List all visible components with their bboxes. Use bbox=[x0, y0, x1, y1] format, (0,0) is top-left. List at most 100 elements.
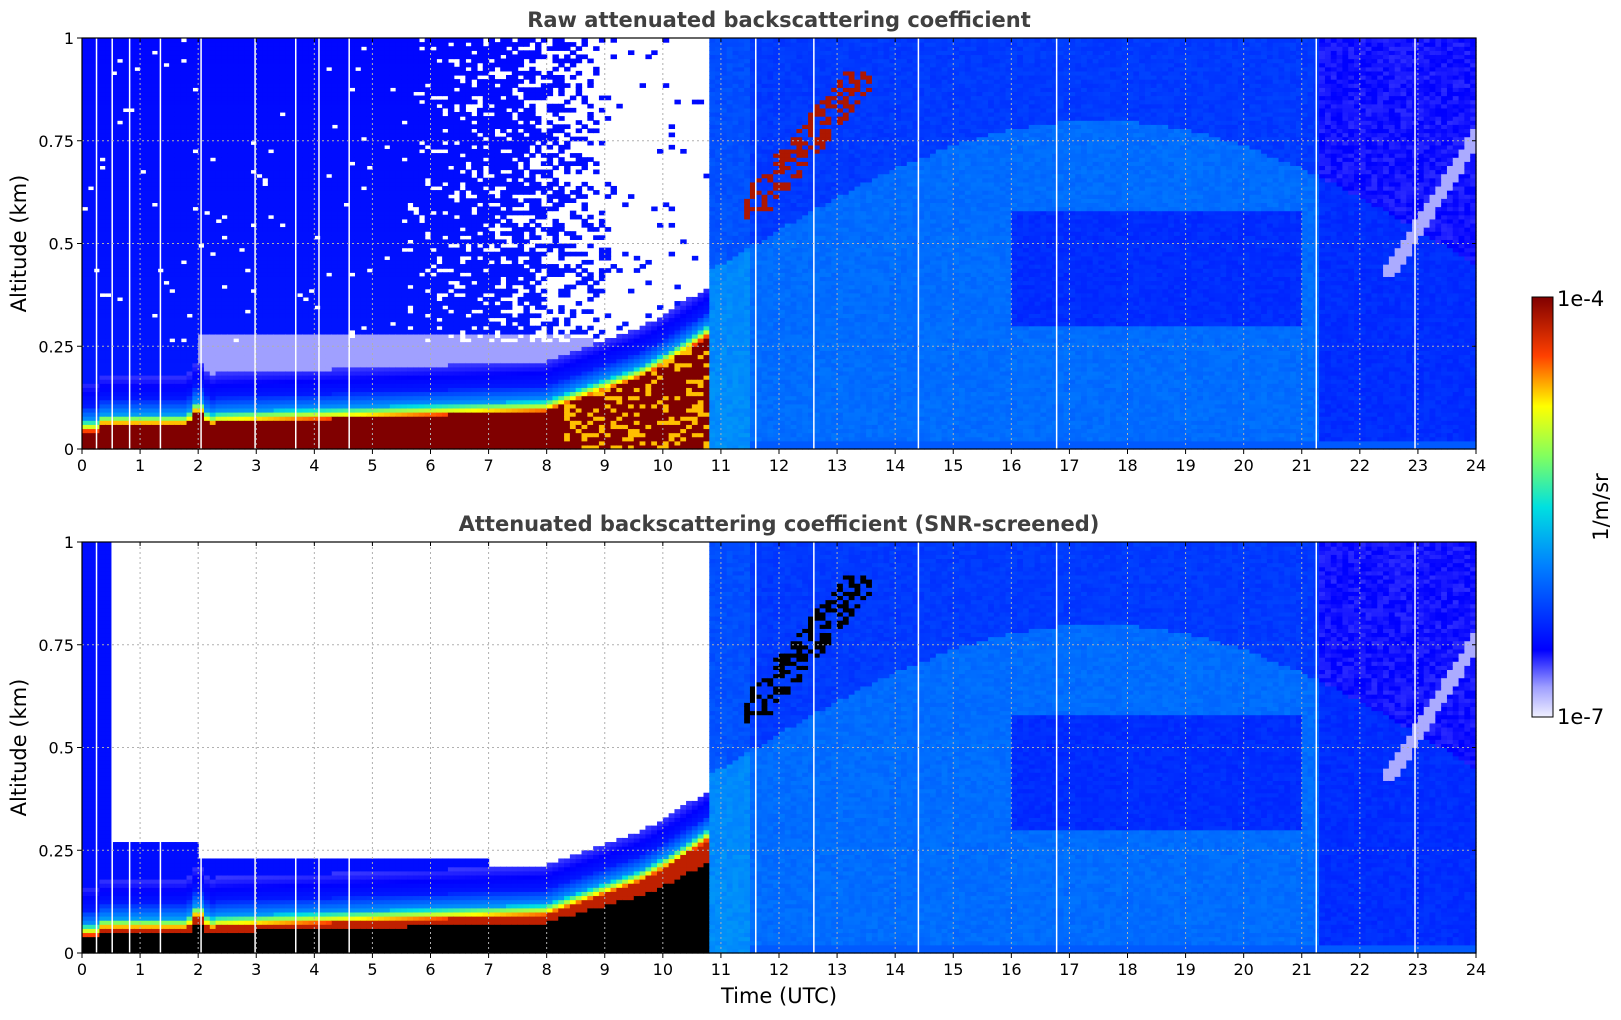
heatmap-cell bbox=[82, 437, 88, 442]
heatmap-cell bbox=[355, 165, 361, 170]
heatmap-cell bbox=[221, 71, 227, 76]
heatmap-cell bbox=[175, 149, 181, 154]
heatmap-cell bbox=[314, 293, 320, 298]
heatmap-cell bbox=[349, 104, 355, 109]
heatmap-cell bbox=[152, 207, 158, 212]
heatmap-cell bbox=[187, 124, 193, 129]
heatmap-cell bbox=[181, 79, 187, 84]
heatmap-cell bbox=[210, 38, 216, 43]
heatmap-cell bbox=[262, 326, 268, 331]
heatmap-cell bbox=[204, 391, 210, 396]
heatmap-cell bbox=[187, 363, 193, 368]
heatmap-cell bbox=[256, 346, 262, 351]
heatmap-cell bbox=[245, 96, 251, 101]
heatmap-cell bbox=[314, 437, 320, 442]
heatmap-cell bbox=[303, 174, 309, 179]
heatmap-cell bbox=[82, 387, 88, 392]
heatmap-cell bbox=[361, 50, 367, 55]
heatmap-cell bbox=[349, 264, 355, 269]
heatmap-cell bbox=[210, 124, 216, 129]
heatmap-cell bbox=[326, 215, 332, 220]
heatmap-cell bbox=[227, 301, 233, 306]
heatmap-cell bbox=[338, 404, 344, 409]
heatmap-cell bbox=[355, 178, 361, 183]
heatmap-cell bbox=[140, 149, 146, 154]
heatmap-cell bbox=[245, 54, 251, 59]
heatmap-cell bbox=[227, 276, 233, 281]
heatmap-cell bbox=[303, 141, 309, 146]
heatmap-cell bbox=[291, 153, 297, 158]
heatmap-cell bbox=[355, 157, 361, 162]
heatmap-cell bbox=[303, 293, 309, 298]
heatmap-cell bbox=[297, 404, 303, 409]
heatmap-cell bbox=[291, 268, 297, 273]
heatmap-cell bbox=[88, 359, 94, 364]
heatmap-cell bbox=[262, 433, 268, 438]
heatmap-cell bbox=[338, 153, 344, 158]
heatmap-cell bbox=[279, 412, 285, 417]
heatmap-cell bbox=[338, 322, 344, 327]
heatmap-cell bbox=[221, 248, 227, 253]
heatmap-cell bbox=[285, 256, 291, 261]
heatmap-cell bbox=[332, 437, 338, 442]
heatmap-cell bbox=[279, 293, 285, 298]
heatmap-cell bbox=[349, 46, 355, 51]
heatmap-cell bbox=[274, 276, 280, 281]
heatmap-cell bbox=[291, 260, 297, 265]
heatmap-cell bbox=[163, 235, 169, 240]
heatmap-cell bbox=[227, 207, 233, 212]
heatmap-cell bbox=[221, 428, 227, 433]
heatmap-cell bbox=[204, 128, 210, 133]
heatmap-cell bbox=[285, 309, 291, 314]
heatmap-cell bbox=[338, 190, 344, 195]
heatmap-cell bbox=[233, 408, 239, 413]
heatmap-cell bbox=[338, 133, 344, 138]
heatmap-cell bbox=[355, 338, 361, 343]
heatmap-cell bbox=[245, 178, 251, 183]
heatmap-cell bbox=[105, 211, 111, 216]
heatmap-cell bbox=[239, 322, 245, 327]
heatmap-cell bbox=[291, 359, 297, 364]
heatmap-cell bbox=[233, 285, 239, 290]
heatmap-cell bbox=[187, 71, 193, 76]
heatmap-cell bbox=[204, 379, 210, 384]
heatmap-cell bbox=[291, 104, 297, 109]
heatmap-cell bbox=[233, 404, 239, 409]
heatmap-cell bbox=[210, 301, 216, 306]
heatmap-cell bbox=[169, 317, 175, 322]
heatmap-cell bbox=[297, 79, 303, 84]
heatmap-cell bbox=[285, 67, 291, 72]
heatmap-cell bbox=[268, 330, 274, 335]
heatmap-cell bbox=[175, 293, 181, 298]
heatmap-cell bbox=[88, 285, 94, 290]
heatmap-cell bbox=[221, 420, 227, 425]
heatmap-cell bbox=[245, 104, 251, 109]
heatmap-cell bbox=[291, 408, 297, 413]
heatmap-cell bbox=[169, 363, 175, 368]
heatmap-cell bbox=[326, 342, 332, 347]
heatmap-cell bbox=[291, 338, 297, 343]
heatmap-cell bbox=[372, 305, 378, 310]
heatmap-cell bbox=[169, 244, 175, 249]
heatmap-cell bbox=[291, 112, 297, 117]
heatmap-cell bbox=[332, 63, 338, 68]
heatmap-cell bbox=[262, 289, 268, 294]
heatmap-cell bbox=[210, 363, 216, 368]
heatmap-cell bbox=[105, 207, 111, 212]
heatmap-cell bbox=[320, 116, 326, 121]
heatmap-cell bbox=[227, 116, 233, 121]
heatmap-cell bbox=[117, 145, 123, 150]
heatmap-cell bbox=[262, 359, 268, 364]
heatmap-cell bbox=[175, 404, 181, 409]
heatmap-cell bbox=[233, 387, 239, 392]
heatmap-cell bbox=[291, 379, 297, 384]
heatmap-cell bbox=[227, 54, 233, 59]
heatmap-cell bbox=[349, 326, 355, 331]
heatmap-cell bbox=[210, 276, 216, 281]
heatmap-cell bbox=[297, 54, 303, 59]
heatmap-cell bbox=[239, 178, 245, 183]
heatmap-cell bbox=[326, 124, 332, 129]
heatmap-cell bbox=[303, 124, 309, 129]
heatmap-cell bbox=[99, 75, 105, 80]
heatmap-cell bbox=[274, 375, 280, 380]
